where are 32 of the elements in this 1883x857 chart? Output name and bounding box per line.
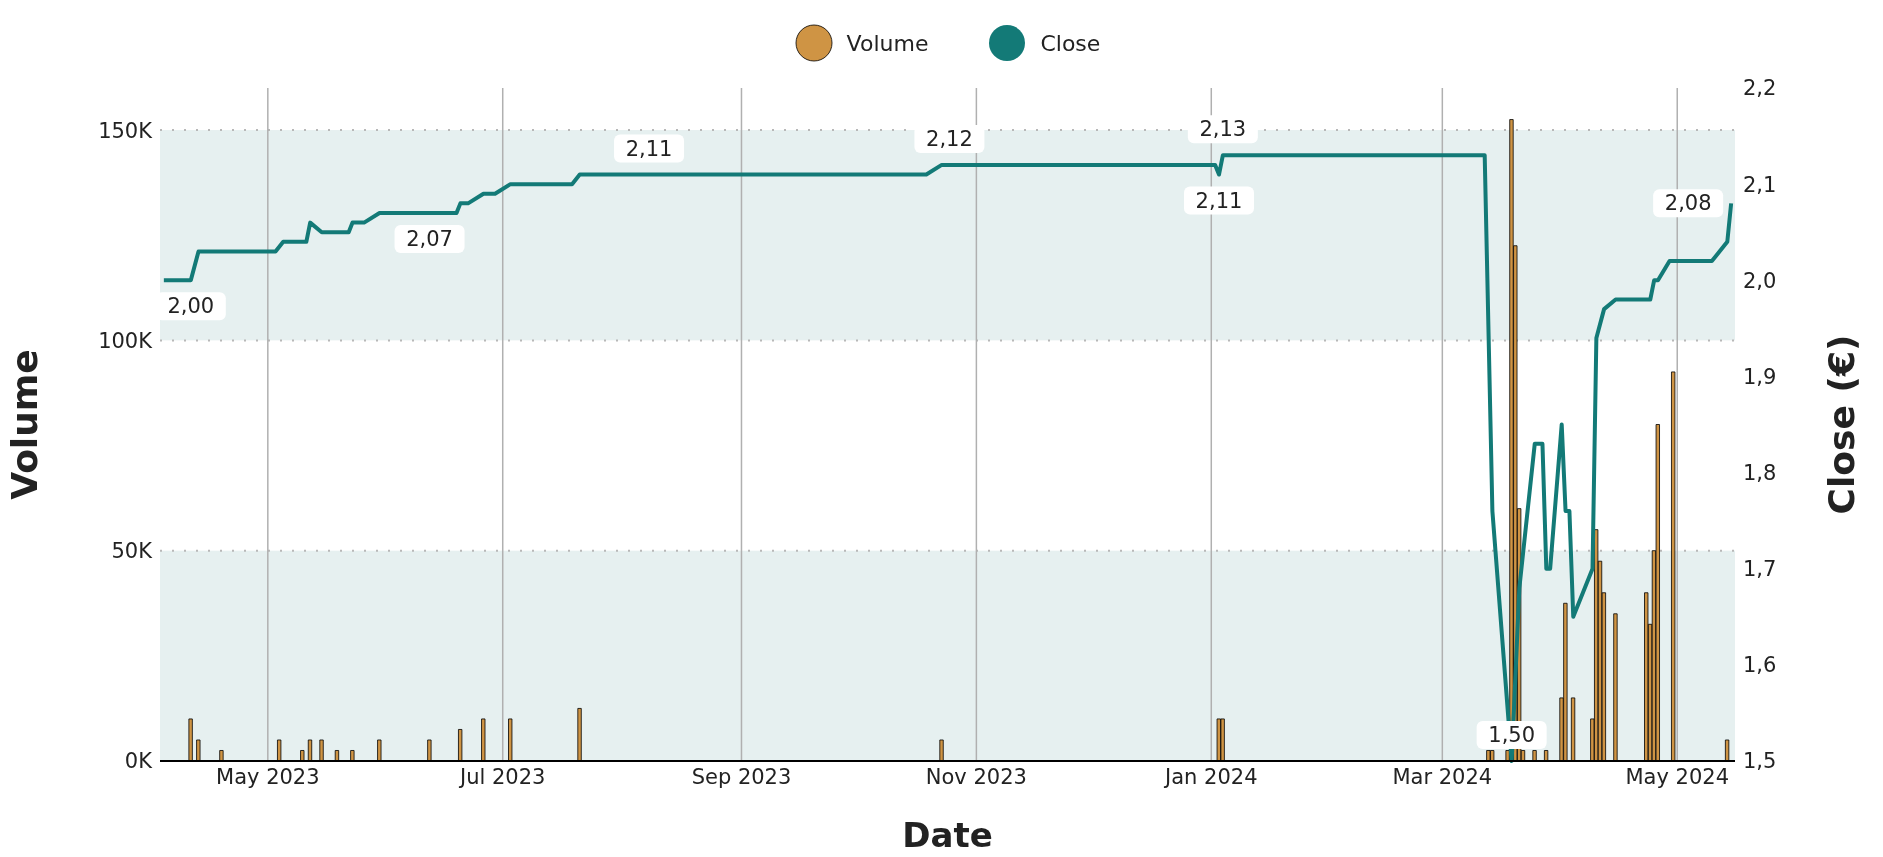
data-label: 2,12 (926, 126, 973, 151)
x-tick-label: Sep 2023 (691, 764, 792, 789)
y2-tick-label: 2,0 (1743, 268, 1777, 293)
data-label: 1,50 (1488, 723, 1536, 747)
x-tick-label: Mar 2024 (1392, 764, 1493, 789)
x-tick-label: Jul 2023 (457, 764, 546, 789)
data-label: 2,07 (406, 226, 453, 251)
legend-label: Volume (846, 30, 929, 56)
y2-tick-label: 1,5 (1743, 749, 1777, 774)
x-tick-label: Nov 2023 (925, 764, 1027, 789)
y-tick-label: 50K (111, 539, 154, 564)
y-tick-label: 150K (98, 118, 154, 143)
data-label: 2,08 (1664, 191, 1712, 216)
y2-tick-label: 1,8 (1743, 461, 1777, 486)
data-label: 2,13 (1199, 117, 1247, 142)
y2-tick-label: 1,6 (1743, 653, 1777, 678)
y-tick-label: 100K (98, 328, 154, 353)
legend-label: Close (1040, 30, 1101, 56)
x-axis-title: Date (902, 815, 993, 855)
data-label: 2,00 (167, 294, 215, 319)
y-tick-label: 0K (124, 749, 154, 774)
y2-tick-label: 2,1 (1743, 172, 1777, 197)
y2-tick-label: 2,2 (1743, 76, 1777, 101)
y2-tick-label: 1,9 (1743, 364, 1777, 389)
y-axis-title: Volume (3, 349, 45, 500)
data-label: 2,11 (625, 136, 673, 161)
x-tick-label: Jan 2024 (1163, 764, 1258, 789)
y2-axis-title: Close (€) (1820, 334, 1862, 515)
y2-tick-label: 1,7 (1743, 557, 1777, 582)
x-tick-label: May 2024 (1625, 764, 1730, 789)
x-tick-label: May 2023 (216, 764, 320, 789)
data-label: 2,11 (1195, 188, 1243, 213)
